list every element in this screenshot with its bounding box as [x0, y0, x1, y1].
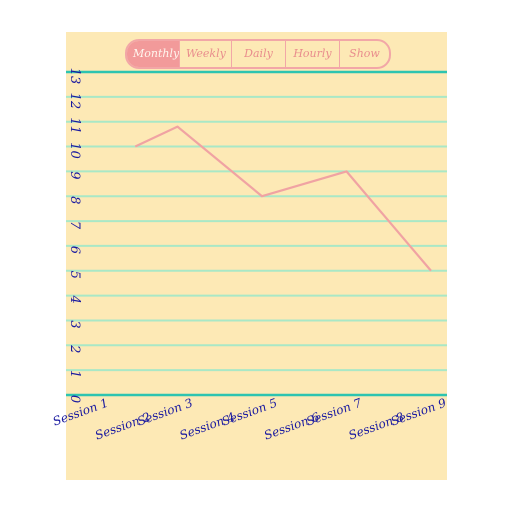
chart-panel	[66, 32, 447, 480]
y-tick-label: 9	[67, 171, 82, 179]
x-tick-label: Session 9	[389, 396, 449, 429]
y-tick-label: 4	[67, 294, 82, 303]
tab-show-all[interactable]: Show All	[339, 41, 389, 67]
y-tick-label: 3	[67, 320, 82, 328]
y-tick-label: 1	[67, 370, 82, 378]
plot-area	[134, 125, 432, 272]
tab-monthly[interactable]: Monthly	[127, 41, 179, 67]
tab-daily[interactable]: Daily	[231, 41, 285, 67]
x-tick-label: Session 7	[304, 396, 364, 429]
grid-lines	[66, 70, 447, 397]
y-tick-label: 13	[67, 68, 82, 85]
x-tick-label: Session 3	[135, 396, 195, 429]
y-tick-label: 5	[67, 271, 82, 279]
tab-weekly[interactable]: Weekly	[179, 41, 231, 67]
y-tick-label: 11	[67, 117, 82, 134]
y-tick-label: 0	[67, 395, 82, 403]
y-tick-label: 8	[67, 196, 82, 204]
y-tick-label: 12	[67, 93, 82, 110]
y-tick-label: 10	[67, 142, 82, 159]
series-line	[134, 125, 432, 272]
y-tick-label: 2	[67, 344, 82, 353]
y-tick-label: 6	[67, 246, 82, 254]
period-tab-bar: Monthly Weekly Daily Hourly Show All	[125, 39, 391, 69]
tab-hourly[interactable]: Hourly	[285, 41, 339, 67]
x-tick-label: Session 5	[220, 396, 279, 429]
y-tick-label: 7	[67, 221, 82, 230]
